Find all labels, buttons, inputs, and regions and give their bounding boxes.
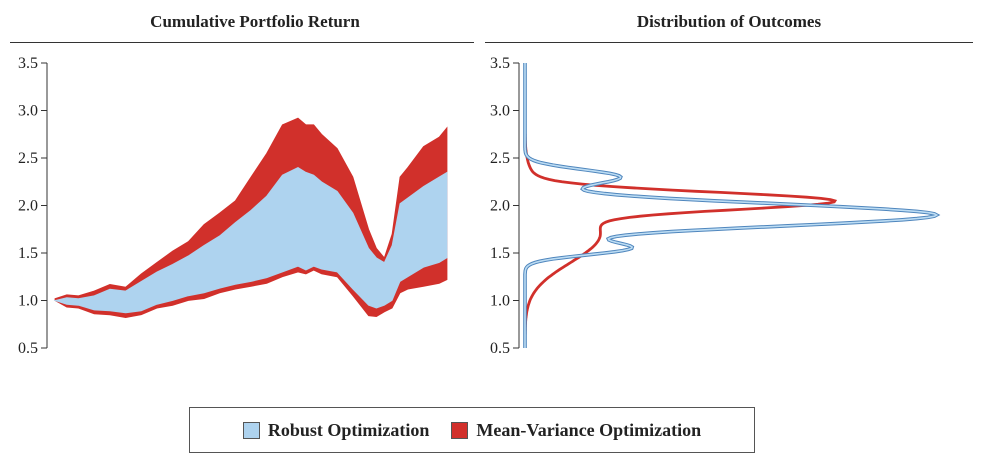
area-band-robust [53,167,448,314]
legend-swatch-robust [242,421,260,439]
legend-swatch-mean-variance [451,421,469,439]
right-y-tick-label: 3.0 [490,103,510,120]
left-y-tick-label: 2.5 [18,150,38,167]
legend: Robust Optimization Mean-Variance Optimi… [189,407,755,453]
left-y-tick-label: 1.5 [18,245,38,262]
right-y-tick-label: 1.0 [490,293,510,310]
right-y-tick-label: 2.0 [490,198,510,215]
legend-label-robust: Robust Optimization [267,419,430,440]
right-y-tick-label: 3.5 [490,55,510,72]
right-y-tick-label: 2.5 [490,150,510,167]
density-line-robust-outline [523,63,941,348]
right-title-rule [485,42,973,43]
left-y-tick-label: 1.0 [18,293,38,310]
charts-canvas: 0.5 1.0 1.5 2.0 2.5 3.0 3.5 0.5 1.0 1.5 2.0 2.5 3.0… [18,55,941,357]
legend-label-mean-variance: Mean-Variance Optimization [476,419,702,440]
left-chart-title: Cumulative Portfolio Return [150,12,360,31]
left-y-tick-label: 3.5 [18,55,38,72]
legend-item-robust: Robust Optimization [242,419,430,441]
right-y-tick-label: 1.5 [490,245,510,262]
left-y-tick-label: 2.0 [18,198,38,215]
legend-item-mean-variance: Mean-Variance Optimization [451,420,701,441]
left-y-tick-label: 3.0 [18,103,38,120]
left-y-tick-label: 0.5 [18,340,38,357]
density-line-robust [524,63,939,348]
cumulative-return-chart: 0.5 1.0 1.5 2.0 2.5 3.0 3.5 [18,55,448,357]
distribution-chart: 0.5 1.0 1.5 2.0 2.5 3.0 3.5 [490,55,941,357]
right-chart-title: Distribution of Outcomes [636,12,822,31]
right-y-tick-label: 0.5 [490,340,510,357]
left-title-rule [10,42,474,43]
